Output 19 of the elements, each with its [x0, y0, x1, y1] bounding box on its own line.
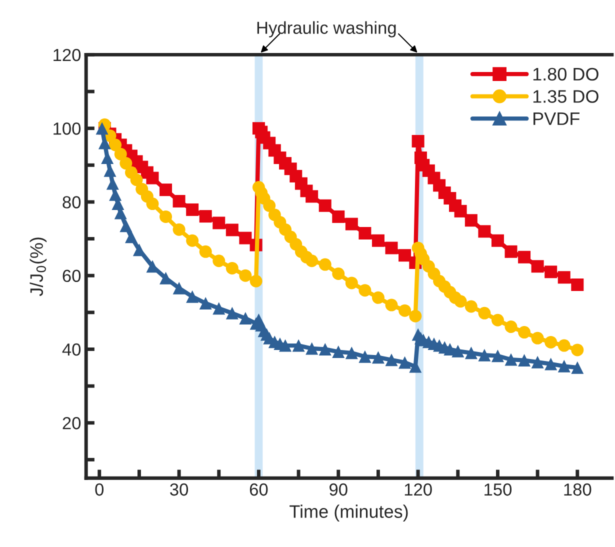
x-tick-label: 180: [564, 483, 592, 496]
y-tick-label: 120: [54, 48, 81, 62]
x-axis-title: Time (minutes): [290, 504, 408, 522]
text: Hydraulic washing: [257, 21, 396, 38]
x-tick-label: 90: [330, 483, 348, 496]
legend-label: 1.35 DO: [533, 90, 598, 103]
x-tick-label: 0: [95, 483, 104, 496]
y-tick-label: 80: [62, 196, 81, 208]
x-tick-label: 120: [404, 483, 432, 496]
y-tick-label: 20: [62, 417, 81, 430]
x-tick-label: 30: [170, 483, 188, 496]
y-tick-label: 100: [54, 122, 81, 135]
legend-label: PVDF: [534, 112, 580, 125]
y-tick-label: 60: [62, 270, 81, 282]
y-tick-label: 40: [62, 343, 81, 356]
x-tick-label: 60: [250, 483, 268, 496]
legend-label: 1.80 DO: [533, 68, 598, 81]
x-tick-label: 150: [484, 483, 512, 496]
y-axis-title: J/J$_{0}$(%): [30, 238, 47, 296]
